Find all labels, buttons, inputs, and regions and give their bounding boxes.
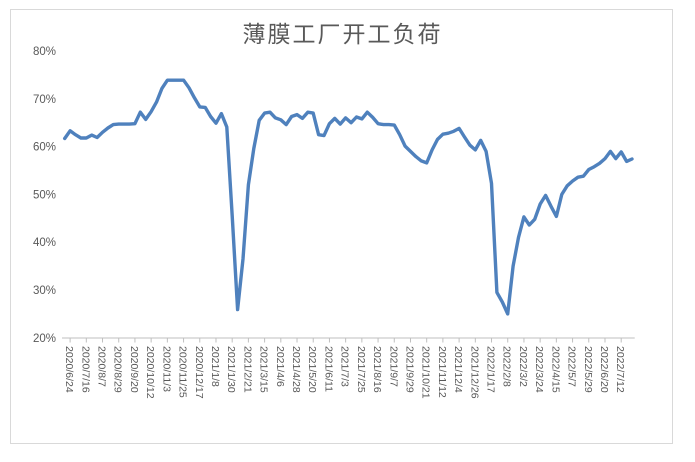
x-axis-label: 2021/1/30 bbox=[225, 346, 237, 393]
x-axis-label: 2020/11/25 bbox=[177, 346, 189, 398]
x-axis-label: 2021/4/28 bbox=[290, 346, 302, 393]
x-axis-label: 2021/6/11 bbox=[322, 346, 334, 392]
y-axis-label: 80% bbox=[33, 46, 56, 58]
x-axis-label: 2021/1/8 bbox=[209, 346, 221, 387]
x-axis-label: 2021/12/26 bbox=[468, 346, 480, 399]
x-axis-label: 2021/5/20 bbox=[306, 346, 318, 393]
x-axis-label: 2022/6/20 bbox=[598, 346, 610, 393]
y-axis-label: 30% bbox=[33, 285, 56, 297]
y-axis-label: 70% bbox=[33, 94, 56, 106]
x-axis-label: 2021/8/16 bbox=[371, 346, 383, 393]
y-axis-label: 50% bbox=[33, 189, 56, 201]
x-axis-label: 2022/4/15 bbox=[549, 346, 561, 393]
x-axis-label: 2022/5/29 bbox=[582, 346, 594, 393]
x-axis-label: 2020/8/29 bbox=[112, 346, 124, 393]
x-axis-label: 2021/4/6 bbox=[274, 346, 286, 387]
series-line bbox=[62, 78, 634, 316]
x-axis-label: 2021/7/3 bbox=[339, 346, 351, 387]
x-axis-label: 2020/12/17 bbox=[193, 346, 205, 399]
x-axis-label: 2021/2/21 bbox=[241, 346, 253, 393]
x-axis-label: 2021/9/29 bbox=[403, 346, 415, 393]
x-axis-label: 2022/3/2 bbox=[517, 346, 529, 387]
y-axis-label: 20% bbox=[33, 333, 56, 345]
x-axis-label: 2022/1/17 bbox=[485, 346, 497, 393]
x-axis-label: 2022/2/8 bbox=[501, 346, 513, 387]
x-axis-label: 2022/5/7 bbox=[566, 346, 578, 387]
chart-title: 薄膜工厂开工负荷 bbox=[242, 22, 443, 47]
x-axis-label: 2021/10/21 bbox=[420, 346, 432, 399]
x-axis-label: 2022/3/24 bbox=[533, 346, 545, 393]
x-axis-label: 2022/7/12 bbox=[614, 346, 626, 393]
x-axis-label: 2020/9/20 bbox=[128, 346, 140, 393]
x-axis-label: 2020/11/3 bbox=[160, 346, 172, 392]
chart-frame bbox=[10, 9, 673, 444]
x-axis-label: 2020/8/7 bbox=[96, 346, 108, 387]
x-axis-label: 2020/10/12 bbox=[144, 346, 156, 399]
x-axis-label: 2021/3/15 bbox=[258, 346, 270, 393]
x-axis-label: 2021/9/7 bbox=[387, 346, 399, 387]
x-axis-label: 2021/12/4 bbox=[452, 346, 464, 393]
x-axis-label: 2021/11/12 bbox=[436, 346, 448, 398]
x-axis-label: 2020/6/24 bbox=[63, 346, 75, 393]
y-axis-label: 60% bbox=[33, 142, 56, 154]
y-axis-label: 40% bbox=[33, 237, 56, 249]
x-axis-label: 2021/7/25 bbox=[355, 346, 367, 393]
x-axis-label: 2020/7/16 bbox=[79, 346, 91, 393]
